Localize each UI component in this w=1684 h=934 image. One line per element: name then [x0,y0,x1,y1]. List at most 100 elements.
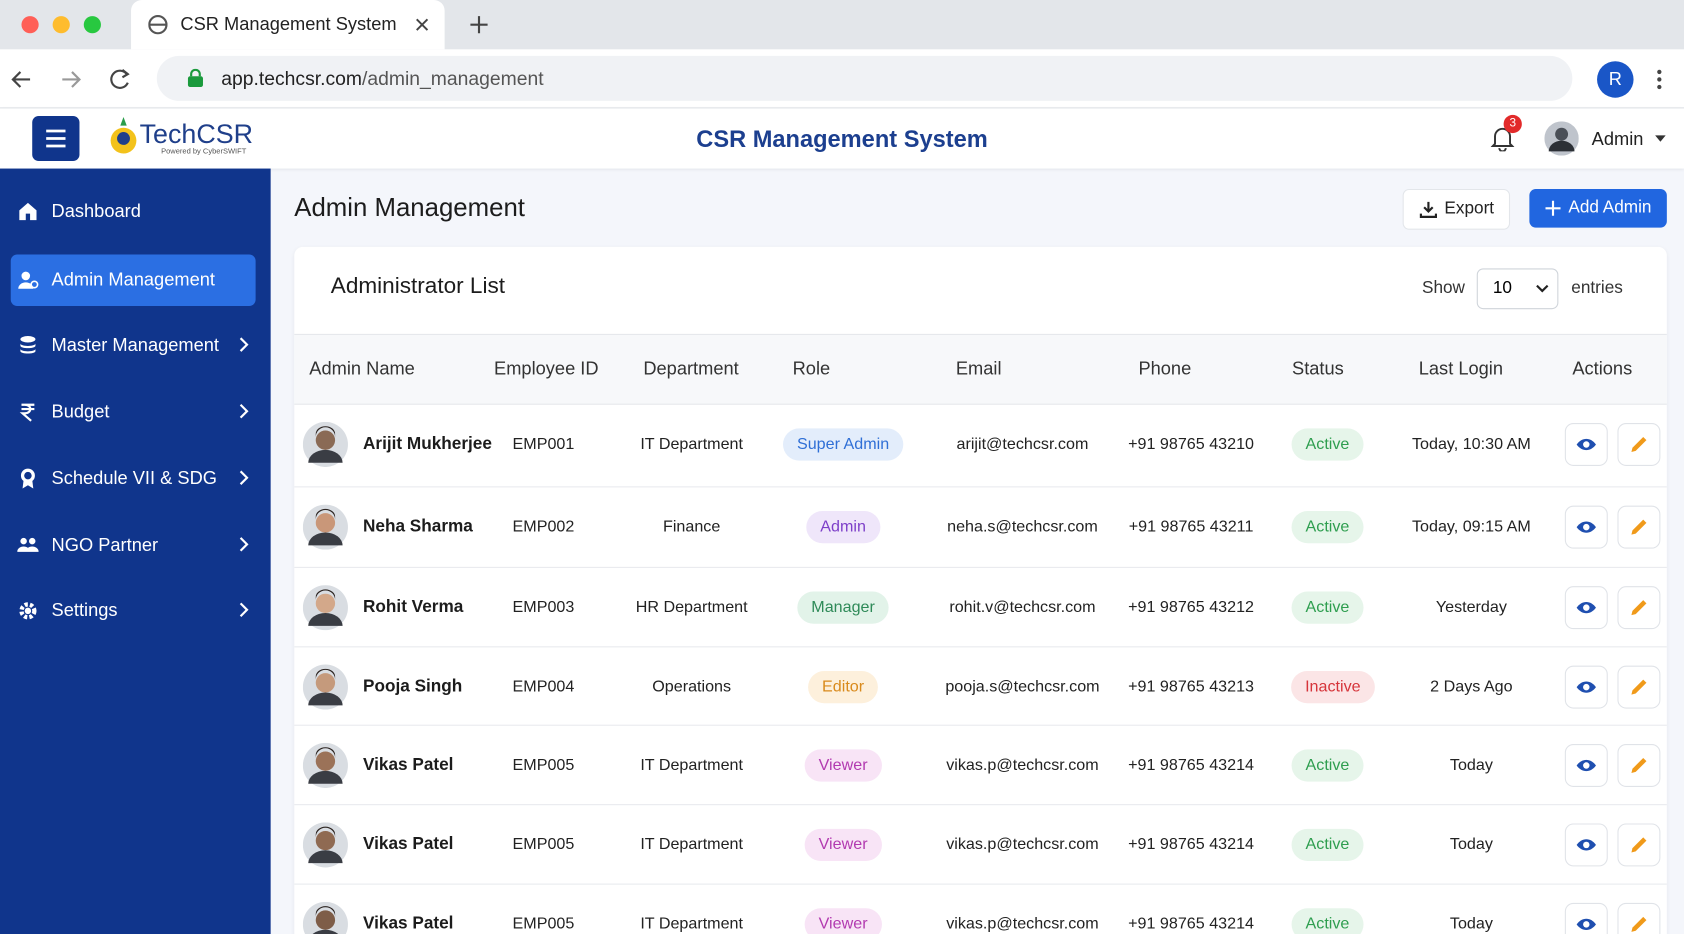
department: IT Department [640,755,743,775]
eye-icon [1576,839,1596,851]
pencil-icon [1631,916,1647,932]
employee-id: EMP001 [512,434,575,454]
user-avatar [1544,121,1579,156]
last-login: Today, 09:15 AM [1411,517,1531,536]
view-button[interactable] [1564,823,1608,867]
nav-buttons[interactable] [11,68,140,92]
browser-tab[interactable]: CSR Management System [131,0,445,50]
avatar [302,664,348,715]
tab-close[interactable] [415,17,430,32]
browser-menu[interactable] [1655,69,1664,90]
nav-label: Admin Management [51,269,215,290]
page-size-select[interactable]: 10 [1476,268,1559,310]
phone: +91 98765 43210 [1128,434,1255,454]
nav-item[interactable]: NGO Partner [11,520,256,572]
plus-icon [1545,200,1561,216]
row-divider [294,724,1667,726]
url-bar[interactable]: app.techcsr.com/admin_management [156,55,1573,101]
eye-icon [1576,521,1596,533]
pencil-icon [1631,757,1647,773]
nav-chevron [238,601,249,624]
nav-icon [17,600,38,627]
edit-button[interactable] [1617,744,1661,787]
eye-icon [1576,759,1596,772]
add-admin-label: Add Admin [1568,198,1652,217]
row-divider [294,486,1667,488]
lock-icon [187,68,203,87]
pencil-icon [1631,600,1647,616]
nav-icon [17,535,39,562]
add-admin-button[interactable]: Add Admin [1529,188,1667,228]
nav-item[interactable]: Dashboard [11,186,256,238]
logo-text: TechCSR [139,119,254,150]
last-login: Today [1449,755,1493,775]
view-button[interactable] [1564,744,1608,787]
edit-button[interactable] [1617,902,1661,934]
nav-icon [17,335,38,362]
column-header: Status [1292,358,1344,379]
url-host: app.techcsr.com [221,67,363,90]
logo-tagline: Powered by CyberSWIFT [161,148,247,156]
view-button[interactable] [1564,505,1608,549]
view-button[interactable] [1564,902,1608,934]
column-header: Employee ID [494,358,599,379]
address-row: app.techcsr.com/admin_management R [0,49,1684,109]
email: pooja.s@techcsr.com [945,677,1100,696]
notification-badge: 3 [1503,114,1522,134]
view-button[interactable] [1564,586,1608,630]
email: arijit@techcsr.com [956,434,1089,454]
favicon [148,15,168,35]
nav-label: Budget [51,401,110,422]
nav-item[interactable]: Schedule VII & SDG [11,453,256,505]
edit-button[interactable] [1617,505,1661,549]
nav-item[interactable]: Admin Management [10,254,256,306]
nav-icon [17,269,39,296]
admin-name: Vikas Patel [363,835,454,854]
avatar [302,585,348,635]
export-button[interactable]: Export [1402,188,1511,230]
nav-item[interactable]: Settings [11,585,256,637]
menu-toggle[interactable] [32,115,80,162]
employee-id: EMP002 [512,517,575,536]
email: vikas.p@techcsr.com [946,755,1099,775]
hamburger-icon [46,129,66,148]
department: IT Department [640,835,743,854]
admin-name: Pooja Singh [363,677,463,696]
nav-icon [17,468,38,495]
status-badge: Active [1291,428,1364,461]
employee-id: EMP004 [512,677,575,696]
column-header: Role [792,358,831,379]
nav-label: Schedule VII & SDG [51,468,217,489]
edit-button[interactable] [1617,823,1661,867]
role-badge: Super Admin [783,428,904,461]
profile-button[interactable]: R [1597,61,1634,98]
nav-chevron [238,403,249,426]
phone: +91 98765 43214 [1128,914,1255,933]
user-name[interactable]: Admin [1591,128,1644,150]
last-login: Yesterday [1435,597,1507,617]
admin-name: Vikas Patel [363,914,454,933]
role-badge: Viewer [804,908,882,934]
edit-button[interactable] [1617,665,1661,709]
nav-item[interactable]: Budget [11,386,256,438]
avatar [302,742,348,793]
app-header: TechCSR Powered by CyberSWIFT CSR Manage… [0,108,1684,169]
nav-chevron [238,336,249,359]
nav-label: NGO Partner [51,534,159,556]
department: HR Department [635,597,748,617]
url: app.techcsr.com/admin_management [221,68,543,91]
admin-name: Neha Sharma [363,517,473,536]
page-size: 10 [1492,279,1512,298]
edit-button[interactable] [1617,422,1661,466]
edit-button[interactable] [1617,586,1661,630]
nav-item[interactable]: Master Management [11,320,256,372]
view-button[interactable] [1564,665,1608,709]
email: rohit.v@techcsr.com [949,597,1096,617]
view-button[interactable] [1564,422,1608,466]
new-tab[interactable] [468,14,489,35]
column-header: Email [955,358,1002,379]
admin-name: Vikas Patel [363,755,454,775]
column-header: Actions [1572,358,1633,379]
